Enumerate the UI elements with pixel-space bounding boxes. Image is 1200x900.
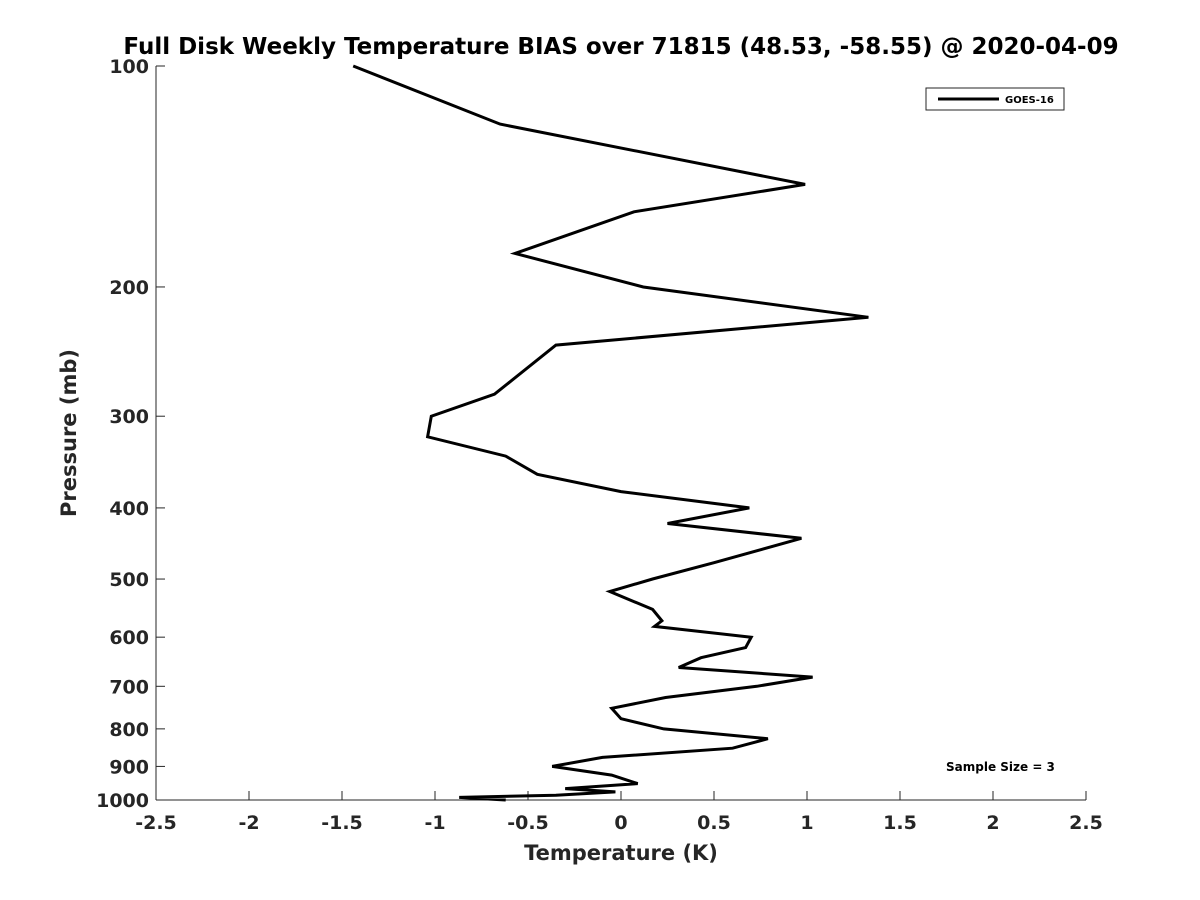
y-tick-label: 800 — [109, 719, 149, 741]
y-ticks: 100 200 300 400 500 600 700 800 900 1000 — [96, 56, 165, 812]
x-tick-label: 2.5 — [1069, 812, 1103, 834]
chart-title: Full Disk Weekly Temperature BIAS over 7… — [123, 34, 1118, 60]
x-axis-label: Temperature (K) — [524, 841, 718, 865]
x-tick-label: 1.5 — [883, 812, 917, 834]
legend-label: GOES-16 — [1005, 95, 1054, 106]
x-tick-label: 1 — [800, 812, 813, 834]
x-ticks: -2.5 -2 -1.5 -1 -0.5 0 0.5 1 1.5 2 2.5 — [135, 791, 1103, 834]
x-tick-label: -1 — [424, 812, 445, 834]
sample-size-annotation: Sample Size = 3 — [946, 760, 1055, 774]
y-tick-label: 300 — [109, 406, 149, 428]
y-tick-label: 700 — [109, 676, 149, 698]
x-tick-label: 2 — [986, 812, 999, 834]
x-tick-label: -1.5 — [321, 812, 363, 834]
y-tick-label: 400 — [109, 498, 149, 520]
legend: GOES-16 — [925, 87, 1065, 111]
y-tick-label: 500 — [109, 569, 149, 591]
x-tick-label: 0 — [614, 812, 627, 834]
x-tick-label: -0.5 — [507, 812, 549, 834]
y-tick-label: 900 — [109, 756, 149, 778]
y-tick-label: 600 — [109, 627, 149, 649]
y-tick-label: 200 — [109, 277, 149, 299]
x-tick-label: 0.5 — [697, 812, 731, 834]
x-tick-label: -2 — [238, 812, 259, 834]
x-tick-label: -2.5 — [135, 812, 177, 834]
y-tick-label: 1000 — [96, 790, 149, 812]
series-line-goes-16 — [352, 64, 869, 802]
y-axis-label: Pressure (mb) — [57, 349, 81, 517]
y-tick-label: 100 — [109, 56, 149, 78]
